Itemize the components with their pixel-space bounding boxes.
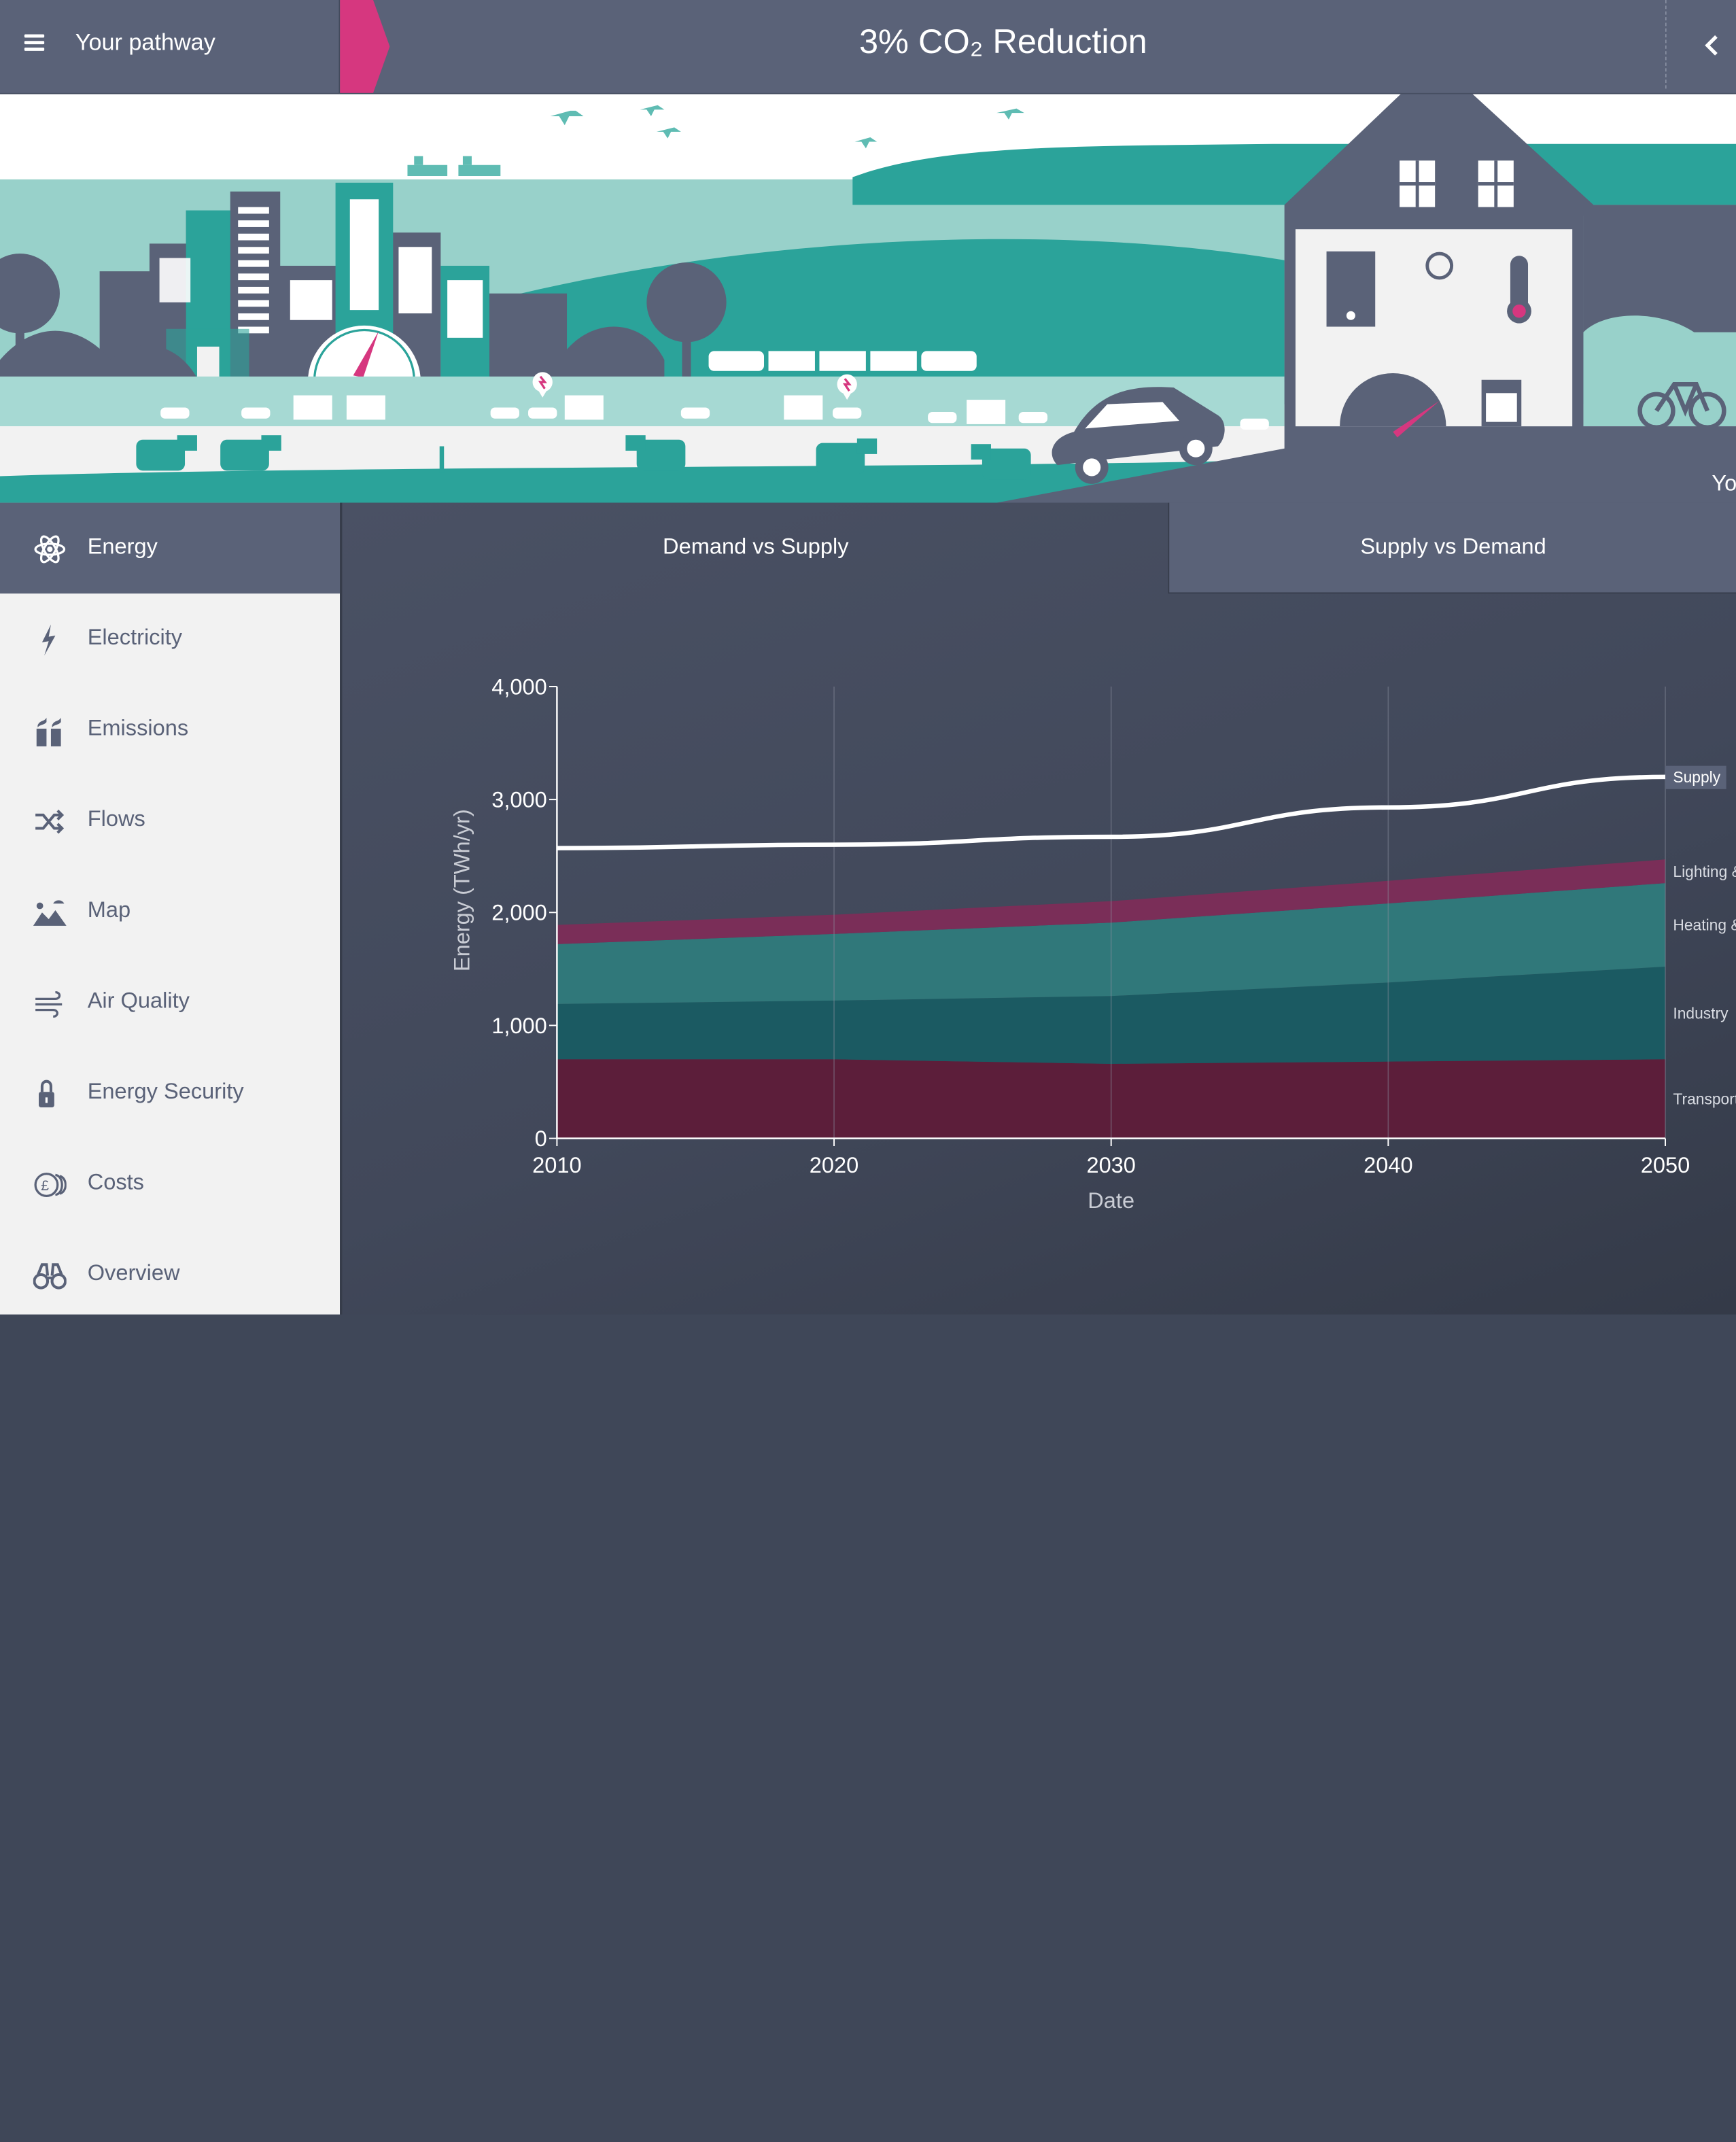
supply-label: Supply [1673,768,1720,786]
shuffle-icon [35,809,65,834]
scene-corner-text: Yo [1712,471,1736,496]
sidebar-item-label: Energy Security [87,1079,244,1105]
tab-demand-vs-supply[interactable]: Demand vs Supply [342,503,1169,593]
your-pathway-link[interactable]: Your pathway [75,29,215,56]
y-tick-label: 0 [535,1126,547,1151]
lightning-icon [41,624,56,656]
coins-icon: £ [34,1173,67,1197]
house-illustration [996,94,1736,503]
y-tick-label: 3,000 [491,788,547,812]
pathway-scene-illustration: Yo [0,94,1736,503]
series-label: Industry [1673,1004,1729,1022]
x-tick-label: 2010 [532,1153,581,1177]
page-title: 3% CO₂ Reduction [858,22,1147,61]
sidebar-item-label: Air Quality [87,988,190,1014]
map-landscape-icon [33,900,67,926]
sidebar-item-energy[interactable]: Energy [0,502,341,594]
sidebar-item-label: Emissions [87,716,189,741]
header-divider [338,0,341,93]
header-dashed-divider [1665,0,1667,89]
supply-label-box [1665,765,1726,789]
tab-label: Supply vs Demand [1360,534,1546,559]
series-label: Heating & [1673,916,1736,934]
wind-icon [35,990,63,1018]
gauge-needle-icon [1393,400,1440,438]
collapse-chevron-icon[interactable] [1697,29,1728,62]
sidebar-item-label: Electricity [87,625,183,651]
top-bar: Your pathway 3% CO₂ Reduction [0,0,1736,94]
lightbulb-icon [1425,252,1454,280]
sidebar-item-label: Costs [87,1170,144,1195]
sidebar-item-electricity[interactable]: Electricity [0,593,340,685]
sidebar-item-label: Map [87,898,131,922]
supply-line [557,774,1666,850]
svg-text:£: £ [41,1178,49,1194]
sidebar-item-costs[interactable]: £ Costs [0,1139,340,1230]
x-tick-label: 2040 [1364,1153,1412,1177]
sidebar-item-map[interactable]: Map [0,866,340,957]
hamburger-menu-icon[interactable] [24,31,53,60]
pathway-arrow-icon [340,0,390,93]
y-tick-label: 1,000 [491,1014,547,1038]
atom-icon [34,535,66,564]
panel-edge [340,502,343,1315]
energy-area-chart: 2010 2020 2030 2040 2050 0 1,000 2,000 3,000 4,00… [450,674,1736,1213]
area-series-industry [557,967,1666,1064]
x-tick-label: 2020 [810,1153,858,1177]
sidebar-item-label: Energy [87,534,158,559]
series-label: Lighting & [1673,863,1736,880]
tab-supply-vs-demand[interactable]: Supply vs Demand [1168,502,1736,594]
x-tick-label: 2030 [1086,1153,1135,1177]
x-axis-title: Date [1088,1188,1134,1213]
area-series-transport [557,1059,1666,1139]
thermometer-icon [1510,256,1529,311]
sidebar-item-emissions[interactable]: Emissions [0,685,340,776]
cow-icon [136,435,1031,480]
padlock-icon [39,1079,54,1107]
series-label: Transport [1673,1090,1736,1108]
sidebar: Energy Electricity Emissions Flows Map A… [0,502,341,1315]
factory-chimney-icon [36,717,61,746]
y-tick-label: 4,000 [491,674,547,699]
sidebar-item-flows[interactable]: Flows [0,775,340,866]
sidebar-item-air-quality[interactable]: Air Quality [0,956,340,1048]
energy-chart: 2010 2020 2030 2040 2050 0 1,000 2,000 3,000 4,00… [340,593,1736,1315]
sidebar-item-label: Overview [87,1261,180,1286]
sidebar-item-overview[interactable]: Overview [0,1229,340,1320]
area-series-lighting [557,859,1666,944]
sidebar-item-label: Flows [87,807,145,832]
plane-icon [550,105,1024,149]
x-tick-label: 2050 [1641,1153,1690,1177]
y-tick-label: 2,000 [491,901,547,925]
bicycle-icon [1637,382,1726,430]
binoculars-icon [33,1263,67,1290]
chart-panel: Demand vs Supply Supply vs Demand 2010 20… [340,502,1736,1315]
ship-icon [407,156,501,177]
area-series-heating [557,883,1666,1004]
tab-label: Demand vs Supply [663,534,849,559]
gauge-needle-icon [353,331,379,378]
car-icon [160,395,1269,430]
city-landscape-illustration: Yo [0,94,1736,503]
y-axis-title: Energy (TWh/yr) [450,809,474,971]
sidebar-item-energy-security[interactable]: Energy Security [0,1048,340,1139]
